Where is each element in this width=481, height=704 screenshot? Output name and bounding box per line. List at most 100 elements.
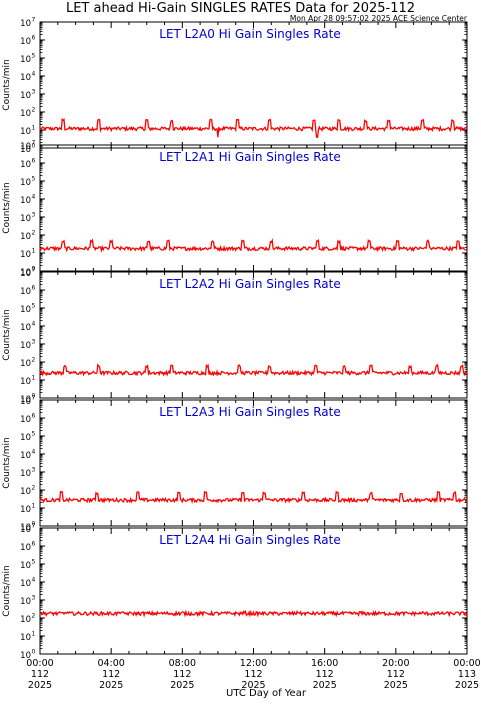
y-tick-label: 10 <box>20 232 31 242</box>
y-tick-exponent: 6 <box>32 413 36 420</box>
series-line <box>39 363 468 377</box>
y-axis-label: Counts/min <box>2 565 12 616</box>
y-tick-exponent: 3 <box>32 467 36 474</box>
x-tick-label-day: 112 <box>244 669 262 680</box>
y-tick-label: 10 <box>20 37 31 47</box>
y-tick-label: 10 <box>20 268 31 278</box>
x-tick-label-time: 16:00 <box>311 658 338 669</box>
y-tick-exponent: 5 <box>32 303 36 310</box>
figure-timestamp: Mon Apr 28 09:57:02 2025 ACE Science Cen… <box>290 14 468 23</box>
y-tick-label: 10 <box>20 397 31 407</box>
y-tick-label: 10 <box>20 287 31 297</box>
x-tick-label-day: 112 <box>316 669 334 680</box>
y-tick-label: 10 <box>20 505 31 515</box>
y-axis-label: Counts/min <box>2 59 12 110</box>
x-tick-label-day: 112 <box>173 669 191 680</box>
figure-title: LET ahead Hi-Gain SINGLES RATES Data for… <box>66 1 415 16</box>
y-tick-exponent: 0 <box>32 266 36 273</box>
y-tick-label: 10 <box>20 269 31 279</box>
x-tick-label-time: 20:00 <box>382 658 409 669</box>
y-tick-exponent: 4 <box>32 321 36 328</box>
y-axis-label: Counts/min <box>2 182 12 233</box>
x-tick-label-year: 2025 <box>455 680 479 691</box>
y-tick-exponent: 3 <box>32 595 36 602</box>
y-tick-exponent: 3 <box>32 212 36 219</box>
y-tick-exponent: 4 <box>32 449 36 456</box>
y-tick-label: 10 <box>20 451 31 461</box>
y-tick-exponent: 2 <box>32 230 36 237</box>
y-tick-exponent: 1 <box>32 248 36 255</box>
panel-title: LET L2A0 Hi Gain Singles Rate <box>159 27 340 41</box>
y-tick-label: 10 <box>20 525 31 535</box>
x-tick-label-year: 2025 <box>28 680 52 691</box>
x-tick-label-year: 2025 <box>384 680 408 691</box>
y-tick-label: 10 <box>20 415 31 425</box>
y-tick-label: 10 <box>20 127 31 137</box>
y-tick-exponent: 4 <box>32 71 36 78</box>
y-tick-label: 10 <box>20 178 31 188</box>
y-tick-label: 10 <box>20 55 31 65</box>
y-tick-label: 10 <box>20 579 31 589</box>
y-tick-label: 10 <box>20 250 31 260</box>
y-tick-label: 10 <box>20 19 31 29</box>
y-axis-label: Counts/min <box>2 309 12 360</box>
y-tick-exponent: 1 <box>32 125 36 132</box>
y-tick-exponent: 7 <box>32 267 36 274</box>
y-tick-exponent: 2 <box>32 107 36 114</box>
y-tick-label: 10 <box>20 160 31 170</box>
y-tick-exponent: 6 <box>32 158 36 165</box>
y-tick-exponent: 7 <box>32 523 36 530</box>
panel-title: LET L2A1 Hi Gain Singles Rate <box>159 150 340 164</box>
y-tick-label: 10 <box>20 651 31 661</box>
y-tick-label: 10 <box>20 395 31 405</box>
y-tick-label: 10 <box>20 214 31 224</box>
y-tick-exponent: 3 <box>32 339 36 346</box>
series-line <box>39 609 468 618</box>
y-tick-label: 10 <box>20 633 31 643</box>
y-tick-exponent: 4 <box>32 194 36 201</box>
x-tick-label-day: 112 <box>31 669 49 680</box>
y-tick-label: 10 <box>20 469 31 479</box>
y-tick-exponent: 2 <box>32 357 36 364</box>
y-tick-exponent: 0 <box>32 143 36 150</box>
y-tick-exponent: 2 <box>32 485 36 492</box>
panel-title: LET L2A2 Hi Gain Singles Rate <box>159 277 340 291</box>
y-axis-label: Counts/min <box>2 437 12 488</box>
y-tick-label: 10 <box>20 523 31 533</box>
y-tick-label: 10 <box>20 91 31 101</box>
y-tick-exponent: 6 <box>32 541 36 548</box>
y-tick-label: 10 <box>20 341 31 351</box>
y-tick-label: 10 <box>20 597 31 607</box>
y-tick-label: 10 <box>20 543 31 553</box>
x-tick-label-year: 2025 <box>313 680 337 691</box>
x-tick-label-time: 12:00 <box>240 658 267 669</box>
y-tick-exponent: 0 <box>32 521 36 528</box>
x-tick-label-time: 08:00 <box>169 658 196 669</box>
x-tick-label-time: 04:00 <box>97 658 124 669</box>
x-tick-label-time: 00:00 <box>26 658 53 669</box>
x-tick-label-year: 2025 <box>170 680 194 691</box>
y-tick-exponent: 0 <box>32 393 36 400</box>
y-tick-exponent: 0 <box>32 649 36 656</box>
y-tick-exponent: 5 <box>32 53 36 60</box>
y-tick-exponent: 5 <box>32 431 36 438</box>
panel-title: LET L2A3 Hi Gain Singles Rate <box>159 405 340 419</box>
y-tick-label: 10 <box>20 487 31 497</box>
x-tick-label-time: 00:00 <box>453 658 480 669</box>
y-tick-exponent: 6 <box>32 285 36 292</box>
y-tick-exponent: 4 <box>32 577 36 584</box>
x-tick-label-day: 112 <box>102 669 120 680</box>
y-tick-label: 10 <box>20 196 31 206</box>
x-tick-label-year: 2025 <box>241 680 265 691</box>
y-tick-exponent: 1 <box>32 375 36 382</box>
series-line <box>39 237 468 253</box>
x-axis-label: UTC Day of Year <box>226 688 307 699</box>
y-tick-exponent: 7 <box>32 140 36 147</box>
y-tick-exponent: 3 <box>32 89 36 96</box>
y-tick-exponent: 1 <box>32 631 36 638</box>
